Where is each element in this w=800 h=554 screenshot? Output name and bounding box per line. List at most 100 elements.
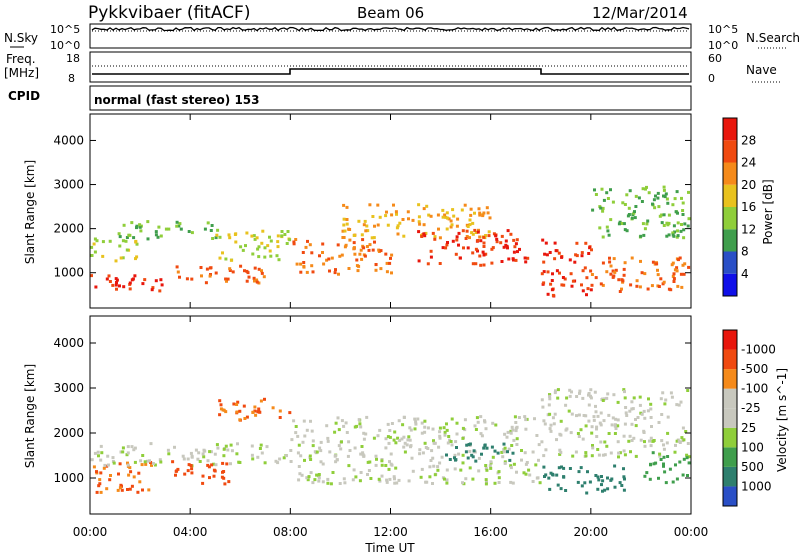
velocity-cell [133,460,137,464]
power-cell [253,279,256,283]
power-cell [623,228,627,232]
power-cell [257,245,261,249]
velocity-cell [411,469,415,473]
power-cell [680,196,683,200]
velocity-cell [182,457,186,461]
power-cell [176,270,180,274]
velocity-cell [378,479,382,483]
velocity-cell [606,476,609,480]
velocity-cell [389,452,393,456]
velocity-cell [186,457,190,461]
velocity-cell [480,434,484,438]
velocity-cell [432,464,436,468]
power-cell [446,216,449,220]
velocity-cell [528,473,532,477]
velocity-cell [682,438,686,442]
power-cell [543,252,547,256]
velocity-cell [613,432,617,435]
power-cell [352,247,356,251]
colorbar-frame [722,117,738,297]
velocity-cell [361,451,365,455]
power-cell [477,207,481,211]
power-cell [673,197,677,201]
velocity-cell [496,451,500,455]
velocity-cell [577,435,581,438]
velocity-cell [642,431,646,434]
velocity-cell [687,455,691,459]
power-cell [368,203,372,207]
power-cell [625,193,629,197]
power-cell [231,270,235,274]
power-cell [227,233,231,237]
power-cell [622,273,626,277]
velocity-cell [401,423,405,427]
power-cell [601,261,605,265]
power-cell [359,248,363,252]
power-cell [671,261,675,265]
power-cell [143,278,147,282]
power-cell [328,269,331,273]
velocity-cell [97,484,101,488]
velocity-cell [242,404,246,408]
velocity-cell [636,416,640,419]
velocity-cell [96,450,100,454]
power-cell [495,237,499,241]
velocity-cell [190,455,194,459]
power-cell [594,193,598,196]
power-cell [146,237,150,241]
velocity-cell [548,394,552,398]
velocity-cell [584,454,588,458]
power-cell [209,273,212,276]
power-cell [394,210,398,214]
velocity-cell [544,448,548,452]
power-cell [554,249,558,253]
velocity-cell [662,462,665,466]
velocity-cell [686,474,689,477]
power-cell [542,270,546,274]
velocity-cell [132,475,136,479]
power-cell [342,217,346,221]
power-cell [495,240,499,244]
power-cell [154,230,158,234]
velocity-cell [202,455,206,459]
velocity-cell [640,412,644,416]
power-cell [627,206,631,210]
velocity-cell [510,425,514,429]
velocity-cell [468,466,472,470]
power-cell [122,223,126,227]
velocity-cell [596,487,600,491]
velocity-cell [251,410,255,414]
power-cell [599,282,603,286]
velocity-cell [470,453,474,457]
power-cell [524,260,528,264]
velocity-cell [102,466,106,470]
velocity-cell [259,399,263,403]
power-cell [229,258,233,262]
velocity-cell [474,459,478,463]
power-cell [490,261,494,265]
velocity-cell [461,461,465,465]
power-cell [132,236,136,240]
power-cell [228,269,232,272]
power-cell [311,270,315,274]
velocity-cell [502,450,506,453]
colorbar-segment [723,349,737,370]
power-cell [600,187,604,191]
power-cell [443,213,447,217]
velocity-cell [366,473,369,476]
velocity-cell [230,449,234,453]
velocity-cell [558,448,562,452]
power-cell [422,232,426,236]
power-cell [590,248,593,252]
power-cell [353,234,357,237]
velocity-cell [208,450,212,454]
velocity-cell [603,440,607,444]
power-cell [601,209,605,213]
velocity-cell [559,433,563,437]
velocity-cell [271,406,275,410]
velocity-cell [206,463,210,467]
power-cell [477,228,480,232]
power-cell [612,257,616,261]
power-cell [645,222,649,226]
velocity-cell [687,461,691,465]
